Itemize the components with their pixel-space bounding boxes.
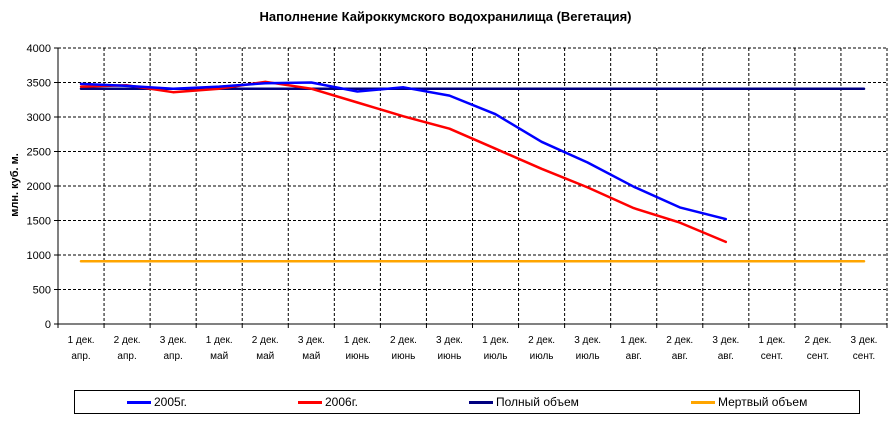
y-tick-label: 2500 xyxy=(27,147,51,159)
series-line-2006 xyxy=(79,80,728,244)
y-tick-label: 4000 xyxy=(27,43,51,55)
x-tick-label-month: июль xyxy=(484,351,508,362)
series-line-2005 xyxy=(79,81,728,221)
legend-label: 2006г. xyxy=(325,395,358,409)
x-tick-label-decade: 3 дек. xyxy=(298,335,325,346)
y-axis-label: млн. куб. м. xyxy=(9,153,21,217)
legend-swatch xyxy=(127,400,151,404)
series-layer xyxy=(79,80,866,263)
x-tick-label-month: апр. xyxy=(117,351,136,362)
x-tick-label-decade: 1 дек. xyxy=(344,335,371,346)
x-tick-label-decade: 1 дек. xyxy=(482,335,509,346)
x-tick-label-month: май xyxy=(210,351,228,362)
y-tick-label: 1000 xyxy=(27,250,51,262)
x-tick-label-month: авг. xyxy=(626,351,642,362)
y-tick-label: 3000 xyxy=(27,112,51,124)
x-tick-label-decade: 3 дек. xyxy=(574,335,601,346)
x-tick-label-month: сент. xyxy=(853,351,875,362)
legend-item: 2005г. xyxy=(127,395,187,409)
x-tick-label-decade: 2 дек. xyxy=(114,335,141,346)
x-tick-label-decade: 3 дек. xyxy=(160,335,187,346)
x-tick-label-month: май xyxy=(302,351,320,362)
x-tick-label-month: июнь xyxy=(345,351,369,362)
legend-swatch xyxy=(298,400,322,404)
x-tick-label-decade: 3 дек. xyxy=(436,335,463,346)
legend-item: Мертвый объем xyxy=(691,395,807,409)
x-tick-label-decade: 2 дек. xyxy=(252,335,279,346)
legend-swatch xyxy=(469,400,493,404)
x-tick-label-decade: 2 дек. xyxy=(528,335,555,346)
x-tick-label-month: июнь xyxy=(392,351,416,362)
x-tick-label-decade: 1 дек. xyxy=(206,335,233,346)
x-tick-label-month: май xyxy=(256,351,274,362)
y-tick-label: 500 xyxy=(33,285,51,297)
y-tick-label: 2000 xyxy=(27,181,51,193)
x-tick-label-decade: 2 дек. xyxy=(804,335,831,346)
x-tick-label-month: авг. xyxy=(672,351,688,362)
chart-title: Наполнение Кайроккумского водохранилища … xyxy=(259,9,632,24)
axis-layer xyxy=(54,47,888,328)
y-tick-label: 1500 xyxy=(27,216,51,228)
legend-label: 2005г. xyxy=(154,395,187,409)
x-tick-label-month: июль xyxy=(576,351,600,362)
x-tick-label-decade: 3 дек. xyxy=(712,335,739,346)
grid-layer xyxy=(58,47,888,324)
x-tick-label-month: сент. xyxy=(807,351,829,362)
x-tick-label-month: авг. xyxy=(718,351,734,362)
legend-label: Полный объем xyxy=(496,395,579,409)
legend-item: Полный объем xyxy=(469,395,579,409)
label-layer: 0 500 1000 1500 2000 2500 3000 3500 4000 1 дек. ап… xyxy=(27,43,878,362)
y-tick-label: 0 xyxy=(45,319,51,331)
x-tick-label-decade: 3 дек. xyxy=(851,335,878,346)
x-tick-label-month: апр. xyxy=(71,351,90,362)
x-tick-label-decade: 2 дек. xyxy=(390,335,417,346)
x-tick-label-decade: 2 дек. xyxy=(666,335,693,346)
x-tick-label-decade: 1 дек. xyxy=(758,335,785,346)
x-tick-label-month: сент. xyxy=(761,351,783,362)
legend: 2005г. 2006г. Полный объем Мертвый объем xyxy=(74,390,860,414)
x-tick-label-month: июль xyxy=(530,351,554,362)
legend-item: 2006г. xyxy=(298,395,358,409)
x-tick-label-month: апр. xyxy=(163,351,182,362)
y-tick-label: 3500 xyxy=(27,78,51,90)
legend-swatch xyxy=(691,400,715,404)
x-tick-label-decade: 1 дек. xyxy=(68,335,95,346)
legend-label: Мертвый объем xyxy=(718,395,808,409)
x-tick-label-month: июнь xyxy=(438,351,462,362)
x-tick-label-decade: 1 дек. xyxy=(620,335,647,346)
